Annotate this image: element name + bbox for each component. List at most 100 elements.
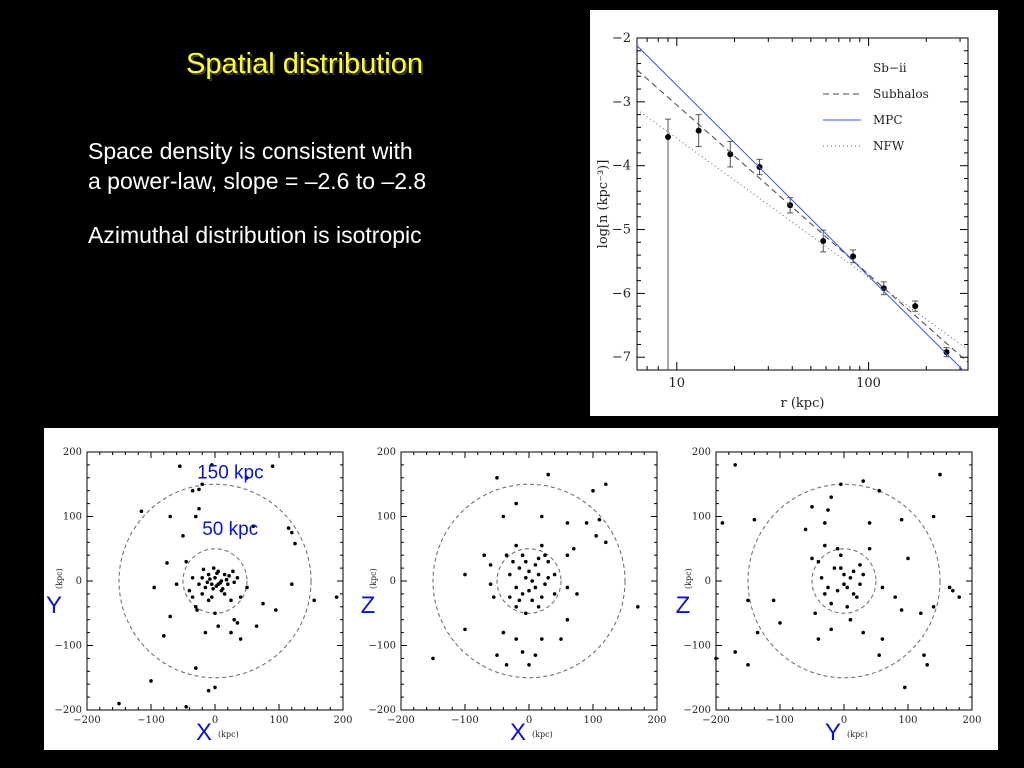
data-point: [168, 514, 172, 519]
data-point: [251, 524, 256, 528]
data-point: [492, 595, 496, 599]
y-tick-label: −100: [55, 641, 82, 652]
data-point: [816, 637, 821, 641]
data-point: [501, 514, 506, 519]
data-point: [839, 553, 843, 557]
plot-frame: [86, 451, 344, 711]
data-point: [514, 605, 518, 609]
data-point: [495, 653, 499, 657]
y-axis-unit: (kpc): [369, 568, 378, 589]
data-point: [575, 592, 579, 596]
data-point: [178, 464, 182, 468]
y-tick-label: −200: [55, 705, 82, 716]
data-point: [540, 637, 544, 641]
data-point: [877, 653, 881, 657]
y-tick-label: −6: [612, 286, 631, 301]
data-point: [213, 685, 217, 690]
data-point: [746, 663, 750, 667]
y-axis-unit: (kpc): [684, 568, 693, 589]
data-point: [771, 598, 776, 603]
data-point: [231, 569, 235, 574]
data-point: [184, 704, 188, 709]
data-point: [216, 624, 220, 628]
data-point: [919, 611, 923, 616]
data-point: [286, 526, 291, 530]
data-point: [826, 508, 830, 512]
data-point: [508, 595, 512, 599]
data-point: [149, 679, 153, 683]
data-point: [482, 553, 487, 557]
data-point: [695, 127, 702, 134]
bullet-text: Azimuthal distribution is isotropic: [88, 222, 422, 248]
data-point: [165, 561, 169, 565]
data-point: [211, 566, 216, 570]
data-point: [861, 572, 865, 577]
data-point: [222, 592, 227, 596]
data-point: [604, 482, 608, 487]
data-point: [245, 476, 249, 480]
data-point: [540, 543, 544, 548]
data-point: [845, 605, 849, 609]
x-tick-label: −200: [387, 715, 414, 726]
data-point: [752, 517, 757, 522]
data-point: [290, 582, 294, 587]
data-point: [947, 585, 952, 590]
data-point: [816, 559, 821, 564]
y-tick-label: 200: [692, 447, 711, 458]
data-point: [813, 611, 817, 616]
data-point: [213, 611, 217, 616]
legend-entry: NFW: [873, 139, 905, 153]
y-tick-label: 100: [377, 512, 396, 523]
data-point: [925, 663, 929, 667]
data-point: [514, 585, 518, 590]
data-point: [899, 608, 904, 612]
data-point: [540, 514, 544, 519]
data-point: [714, 656, 718, 661]
data-point: [495, 476, 499, 480]
data-point: [850, 253, 857, 260]
y-tick-label: −200: [684, 705, 711, 716]
data-point: [194, 666, 198, 670]
data-point: [893, 595, 897, 599]
data-point: [533, 653, 538, 657]
x-axis-unit: (kpc): [847, 730, 868, 739]
data-point: [530, 598, 534, 603]
y-axis-label: log[n (kpc⁻³)]: [596, 160, 611, 249]
data-point: [594, 534, 598, 538]
x-axis-unit: (kpc): [532, 730, 553, 739]
data-point: [527, 569, 531, 574]
data-point: [181, 534, 185, 538]
data-point: [527, 588, 531, 593]
data-point: [851, 569, 856, 574]
y-tick-label: 100: [63, 512, 82, 523]
y-tick-label: 200: [377, 447, 396, 458]
radius-circle: [747, 483, 941, 679]
data-point: [174, 582, 179, 587]
circle-label: 150 kpc: [197, 462, 264, 483]
data-point: [829, 495, 833, 499]
data-point: [922, 653, 926, 657]
data-point: [861, 630, 865, 635]
data-point: [229, 630, 233, 635]
data-point: [203, 585, 208, 590]
data-point: [194, 605, 198, 609]
data-point: [293, 541, 297, 546]
x-tick-label: 0: [841, 715, 847, 726]
data-point: [572, 546, 576, 551]
y-tick-label: −7: [612, 350, 631, 365]
x-axis-unit: (kpc): [218, 730, 239, 739]
data-point: [504, 553, 509, 557]
data-point: [835, 546, 840, 551]
data-point: [533, 563, 538, 567]
data-point: [203, 630, 208, 635]
data-point: [546, 472, 550, 477]
x-tick-label: −100: [451, 715, 478, 726]
data-point: [823, 521, 827, 525]
x-tick-label: 200: [333, 715, 352, 726]
data-point: [552, 572, 557, 577]
y-tick-label: 0: [705, 576, 711, 587]
data-point: [839, 566, 843, 570]
x-axis-label: Y: [825, 719, 841, 746]
data-point: [839, 482, 843, 487]
data-point: [524, 611, 528, 616]
